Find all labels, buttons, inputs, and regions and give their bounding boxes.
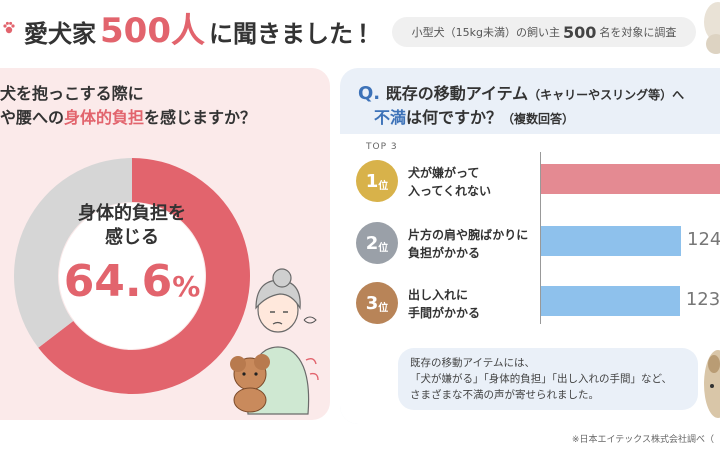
bubble-line3: さまざまな不満の声が寄せられました。 — [410, 389, 599, 401]
rank-1-number: 1 — [365, 170, 379, 192]
donut-center-value: 64.6% — [42, 256, 222, 307]
left-question-line1: 犬を抱っこする際に — [0, 84, 144, 103]
bubble-line2: 「犬が嫌がる」「身体的負担」「出し入れの手間」など、 — [410, 373, 672, 385]
bar-axis — [540, 152, 541, 324]
rank-3-line2: 手間がかかる — [408, 306, 481, 320]
right-question-text: 既存の移動アイテム — [385, 84, 529, 103]
title-suffix: に聞きました — [208, 20, 353, 48]
title-mark: ！ — [356, 20, 381, 48]
dog-photo-bottom — [698, 324, 720, 424]
rank-3-line1: 出し入れに — [408, 288, 469, 302]
footnote: ※日本エイテックス株式会社調べ（ — [571, 435, 714, 445]
right-question-small2: （複数回答） — [502, 112, 575, 126]
bar-3 — [541, 286, 680, 316]
right-question-highlight: 不満 — [374, 108, 407, 127]
title-prefix: 愛犬家 — [24, 20, 96, 48]
left-panel: 犬を抱っこする際に や腰への身体的負担を感じますか？ 身体的負担を 感じる 64… — [0, 68, 330, 420]
left-question-line2: や腰への身体的負担を感じますか？ — [0, 104, 256, 128]
rank-3-label: 出し入れに手間がかかる — [408, 286, 480, 322]
survey-number: 500 — [562, 22, 597, 42]
header: 愛犬家 500人 に聞きました ！ 小型犬（15kg未満）の飼い主 500 名を… — [0, 0, 720, 62]
rank-3-suffix: 位 — [378, 302, 389, 314]
donut-value-number: 64.6 — [63, 256, 173, 307]
page-title: 愛犬家 500人 に聞きました ！ — [24, 12, 381, 50]
donut-center-line2: 感じる — [105, 227, 159, 248]
paw-icon — [2, 20, 16, 34]
left-question-highlight: 身体的負担 — [64, 108, 145, 127]
donut-value-unit: % — [172, 270, 201, 303]
rank-2-label: 片方の肩や腕ばかりに 負担がかかる — [408, 226, 528, 262]
donut-center-line1: 身体的負担を — [78, 203, 186, 224]
rank-2-suffix: 位 — [378, 242, 389, 254]
donut-slice-feel-burden — [38, 158, 251, 394]
right-question-small: （キャリーやスリング等）へ — [528, 88, 685, 102]
question-mark-label: Q. — [358, 83, 381, 104]
right-panel: Q. 既存の移動アイテム（キャリーやスリング等）へ 不満は何ですか？（複数回答）… — [340, 68, 720, 424]
bar-3-value: 123 — [685, 289, 720, 310]
donut-center-label: 身体的負担を 感じる — [42, 202, 222, 250]
right-question-line2: 不満は何ですか？（複数回答） — [374, 104, 574, 128]
rank-1-line1: 犬が嫌がって — [408, 166, 480, 180]
survey-post: 名を対象に調査 — [599, 26, 677, 39]
dog-photo — [696, 0, 720, 62]
title-number: 500人 — [100, 11, 205, 51]
bar-2-value: 124 — [687, 229, 720, 250]
rank-2-number: 2 — [365, 232, 379, 254]
survey-badge: 小型犬（15kg未満）の飼い主 500 名を対象に調査 — [392, 17, 696, 47]
left-question-post: を感じますか？ — [144, 108, 257, 127]
top3-label: TOP 3 — [366, 142, 398, 152]
rank-1-suffix: 位 — [378, 180, 389, 192]
right-question-line1: Q. 既存の移動アイテム（キャリーやスリング等）へ — [358, 80, 684, 104]
bar-1 — [541, 164, 720, 194]
right-question-text2: は何ですか？ — [406, 108, 503, 127]
donut-hole — [59, 203, 205, 349]
survey-pre: 小型犬（15kg未満）の飼い主 — [411, 26, 560, 39]
left-question-pre: や腰への — [0, 108, 65, 127]
donut-slice-other — [13, 158, 132, 348]
donut-chart — [13, 158, 251, 394]
bubble-line1: 既存の移動アイテムには、 — [410, 357, 535, 369]
bar-2 — [541, 226, 681, 256]
rank-2-line1: 片方の肩や腕ばかりに — [408, 228, 529, 242]
rank-3-number: 3 — [365, 292, 379, 314]
rank-2-line2: 負担がかかる — [408, 246, 481, 260]
rank-1-label: 犬が嫌がって 入ってくれない — [408, 164, 491, 200]
summary-bubble: 既存の移動アイテムには、 「犬が嫌がる」「身体的負担」「出し入れの手間」など、 … — [398, 348, 698, 410]
woman-holding-dog-illustration — [230, 268, 319, 415]
rank-1-line2: 入ってくれない — [408, 184, 492, 198]
